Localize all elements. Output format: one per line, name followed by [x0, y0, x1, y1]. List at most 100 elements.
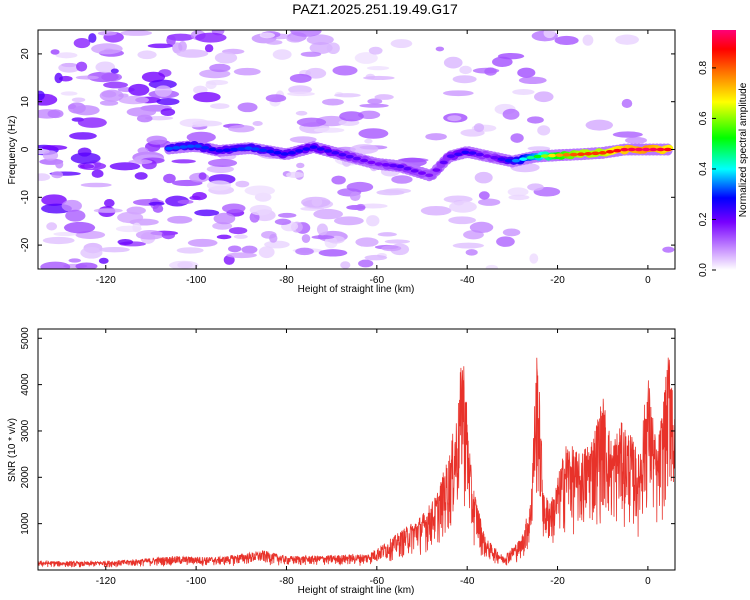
spectrogram-noise-cell — [296, 162, 305, 169]
spectrogram-noise-cell — [383, 188, 412, 194]
snr-y-tick: 1000 — [20, 512, 675, 535]
spectrogram-noise-cell — [286, 171, 305, 178]
colorbar-gradient — [712, 30, 736, 270]
spectrogram-noise-cell — [537, 125, 551, 136]
spectrogram-noise-cell — [496, 236, 515, 247]
spectrogram-noise-cell — [76, 61, 88, 72]
spectrogram-noise-cell — [363, 75, 395, 80]
spectrogram-noise-cell — [527, 146, 551, 151]
spectrogram-noise-cell — [582, 34, 594, 46]
spectrogram-ridge-core — [352, 156, 361, 161]
spectrogram-noise-cell — [132, 222, 142, 233]
snr-x-tick: -20 — [550, 329, 565, 587]
spectrogram-noise-cell — [193, 92, 221, 103]
snr-y-tick-label: 5000 — [20, 327, 31, 350]
spectrogram-noise-cell — [110, 68, 119, 74]
spectrogram-ridge-core — [374, 162, 383, 166]
colorbar-ticks: 0.0 0.2 0.4 0.6 0.8 — [698, 61, 716, 277]
spectrogram-x-tick: -120 — [96, 30, 116, 286]
spectrogram-noise-cell — [233, 67, 261, 76]
colorbar-tick: 0.2 — [698, 212, 716, 226]
spectrogram-ridge-core — [331, 151, 340, 155]
spectrogram-noise-cell — [95, 61, 116, 73]
spectrogram-ridge-core — [396, 164, 405, 169]
spectrogram-noise-cell — [249, 204, 273, 216]
spectrogram-noise-cell — [91, 43, 123, 55]
spectrogram-ridge-core — [309, 145, 318, 149]
spectrogram-noise-cell — [366, 66, 390, 71]
snr-x-tick-label: -60 — [370, 576, 385, 587]
spectrogram-noise-cell — [178, 41, 187, 52]
snr-x-tick-label: -80 — [279, 576, 294, 587]
spectrogram-ridge-core — [598, 151, 607, 155]
snr-y-tick: 4000 — [20, 373, 675, 396]
spectrogram-y-tick-label: 0 — [20, 146, 31, 152]
spectrogram-noise-cell — [309, 42, 333, 54]
spectrogram-noise-cell — [518, 76, 547, 85]
snr-series-line — [38, 357, 675, 568]
spectrogram-noise-cell — [355, 203, 366, 212]
snr-y-tick-label: 1000 — [20, 512, 31, 535]
spectrogram-ridge-core — [165, 146, 174, 151]
spectrogram-ridge-core — [381, 162, 390, 167]
spectrogram-noise-cell — [364, 254, 388, 261]
spectrogram-noise-cell — [452, 75, 477, 84]
spectrogram-noise-cell — [625, 136, 648, 144]
colorbar-tick-label: 0.8 — [698, 61, 709, 75]
spectrogram-noise-cell — [61, 199, 82, 212]
spectrogram-ridge-core — [605, 149, 614, 154]
spectrogram-noise-cell — [366, 215, 380, 227]
spectrogram-ridge-core — [287, 151, 296, 155]
spectrogram-ridge-core — [258, 148, 267, 153]
spectrogram-noise-cell — [171, 159, 196, 164]
spectrogram-noise-cell — [350, 144, 379, 155]
spectrogram-noise-cell — [300, 51, 322, 57]
spectrogram-ridge-core — [418, 171, 427, 175]
spectrogram-x-tick-label: -80 — [279, 275, 294, 286]
spectrogram-noise-cell — [80, 246, 103, 259]
snr-y-ticks: 1000 2000 3000 4000 5000 — [20, 327, 675, 535]
spectrogram-ridge-core — [222, 148, 231, 152]
spectrogram-y-tick-label: 20 — [20, 48, 31, 60]
spectrogram-noise-cell — [41, 194, 67, 206]
spectrogram-noise-cell — [206, 165, 234, 174]
spectrogram-ridge-core — [345, 154, 354, 159]
spectrogram-noise-cell — [295, 247, 314, 256]
spectrogram-noise-cell — [543, 30, 556, 39]
colorbar-tick-label: 0.4 — [698, 162, 709, 176]
spectrogram-ridge-core — [548, 153, 557, 158]
snr-y-tick: 3000 — [20, 419, 675, 442]
spectrogram-noise-cell — [176, 49, 209, 58]
spectrogram-noise-cell — [198, 172, 207, 180]
snr-x-tick: -120 — [96, 329, 116, 587]
spectrogram-noise-cell — [137, 50, 157, 60]
snr-x-tick-label: -20 — [550, 576, 565, 587]
spectrogram-noise-cell — [206, 180, 232, 191]
spectrogram-noise-cell — [88, 33, 97, 43]
spectrogram-noise-cell — [137, 147, 149, 155]
spectrogram-x-tick: -60 — [370, 30, 384, 286]
spectrogram-noise-cell — [368, 46, 383, 55]
spectrogram-noise-cell — [359, 103, 389, 108]
spectrogram-noise-cell — [160, 108, 176, 117]
spectrogram-noise-cell — [264, 240, 290, 249]
spectrogram-ridge-core — [490, 155, 499, 160]
spectrogram-noise-cell — [134, 172, 148, 180]
spectrogram-noise-cell — [449, 200, 477, 213]
spectrogram-noise-cell — [295, 110, 308, 116]
spectrogram-noise-cell — [65, 209, 86, 222]
spectrogram-noise-cell — [507, 187, 529, 197]
spectrogram-signal-ridge — [164, 139, 674, 182]
spectrogram-ridge-core — [555, 153, 564, 157]
spectrogram-noise-cell — [473, 123, 485, 133]
spectrogram-noise-cell — [93, 208, 123, 213]
spectrogram-noise-cell — [354, 52, 378, 64]
colorbar-label: Normalized spectral amplitude — [738, 82, 749, 217]
spectrogram-noise-cell — [355, 237, 379, 247]
spectrogram-y-tick: 20 — [20, 48, 675, 60]
spectrogram-ridge-core — [533, 154, 542, 159]
spectrogram-ridge-core — [215, 149, 224, 153]
spectrogram-ridge-core — [338, 152, 347, 157]
spectrogram-noise-cell — [169, 260, 199, 269]
spectrogram-noise-cell — [167, 215, 193, 224]
